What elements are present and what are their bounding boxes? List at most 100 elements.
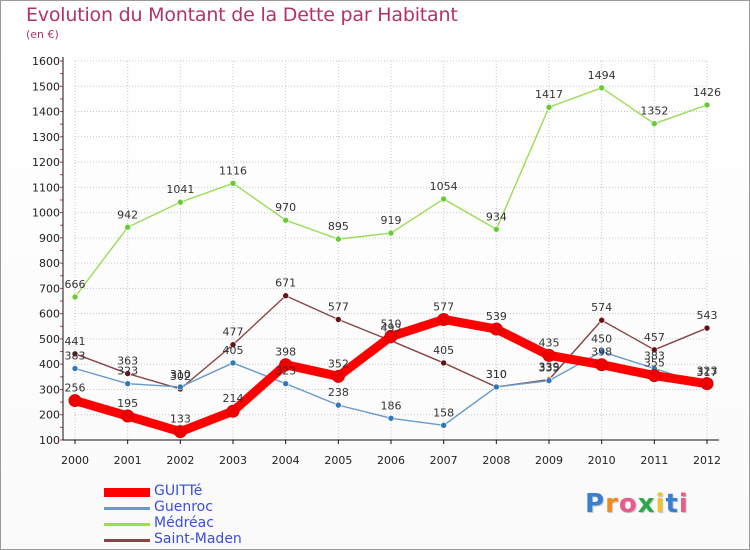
x-tick-label: 2006 bbox=[377, 454, 405, 467]
data-point-guenroc bbox=[545, 377, 553, 384]
data-point-guitt- bbox=[384, 329, 398, 343]
data-label-guitt-: 539 bbox=[486, 310, 507, 323]
data-label-m-dr-ac: 895 bbox=[328, 220, 349, 233]
data-label-m-dr-ac: 970 bbox=[275, 201, 296, 214]
data-point-guenroc bbox=[598, 348, 605, 355]
data-label-m-dr-ac: 942 bbox=[117, 208, 138, 221]
data-point-guenroc bbox=[440, 422, 447, 429]
data-point-guitt- bbox=[595, 358, 609, 372]
legend-swatch-medreac bbox=[104, 523, 150, 526]
y-tick-label: 1100 bbox=[32, 181, 60, 194]
data-point-guitt- bbox=[437, 312, 451, 326]
proxiti-logo: Proxiti bbox=[585, 489, 689, 519]
data-label-guenroc: 158 bbox=[433, 406, 454, 419]
data-label-saint-maden: 405 bbox=[433, 344, 454, 357]
data-point-guitt- bbox=[173, 425, 187, 439]
x-tick-label: 2012 bbox=[693, 454, 721, 467]
data-point-m-dr-ac bbox=[282, 216, 289, 224]
data-label-guitt-: 398 bbox=[275, 346, 296, 359]
data-point-guenroc bbox=[335, 401, 342, 409]
y-tick-label: 200 bbox=[39, 409, 60, 422]
data-label-saint-maden: 363 bbox=[117, 355, 138, 368]
x-tick-label: 2001 bbox=[114, 454, 142, 467]
y-tick-label: 100 bbox=[39, 434, 60, 447]
data-point-guenroc bbox=[124, 380, 131, 387]
data-point-m-dr-ac bbox=[440, 195, 447, 203]
chart-subtitle: (en €) bbox=[26, 28, 59, 41]
data-label-m-dr-ac: 1054 bbox=[430, 180, 458, 193]
data-point-saint-maden bbox=[703, 324, 711, 332]
data-point-saint-maden bbox=[282, 292, 289, 300]
logo-letter: i bbox=[655, 489, 666, 519]
data-label-guitt-: 214 bbox=[223, 392, 244, 405]
data-point-m-dr-ac bbox=[703, 101, 711, 109]
y-tick-label: 600 bbox=[39, 308, 60, 321]
x-tick-label: 2000 bbox=[61, 454, 89, 467]
data-point-m-dr-ac bbox=[598, 84, 605, 92]
data-point-guenroc bbox=[387, 414, 395, 422]
data-label-m-dr-ac: 1116 bbox=[219, 164, 247, 177]
data-label-guitt-: 355 bbox=[644, 357, 665, 370]
data-label-m-dr-ac: 934 bbox=[486, 210, 507, 223]
x-tick-label: 2003 bbox=[219, 454, 247, 467]
legend-swatch-guitte bbox=[104, 488, 150, 497]
x-tick-label: 2009 bbox=[535, 454, 563, 467]
data-point-saint-maden bbox=[598, 316, 605, 324]
x-tick-label: 2002 bbox=[166, 454, 194, 467]
data-point-m-dr-ac bbox=[387, 229, 395, 237]
data-label-saint-maden: 477 bbox=[223, 326, 244, 339]
data-label-m-dr-ac: 666 bbox=[65, 278, 86, 291]
data-point-m-dr-ac bbox=[71, 293, 79, 301]
legend-swatch-saint-maden bbox=[104, 539, 150, 542]
data-point-saint-maden bbox=[124, 370, 131, 377]
data-label-guitt-: 352 bbox=[328, 357, 349, 370]
data-label-guenroc: 310 bbox=[486, 368, 507, 381]
logo-letter: i bbox=[678, 489, 689, 519]
data-label-guenroc: 383 bbox=[65, 349, 86, 362]
data-label-guenroc: 383 bbox=[644, 349, 665, 362]
x-tick-label: 2004 bbox=[272, 454, 300, 467]
legend-label-saint-maden: Saint-Maden bbox=[154, 531, 242, 547]
data-label-guitt-: 398 bbox=[591, 346, 612, 359]
data-point-saint-maden bbox=[335, 316, 342, 323]
y-tick-label: 300 bbox=[39, 383, 60, 396]
data-point-guitt- bbox=[647, 369, 661, 383]
data-label-saint-maden: 302 bbox=[170, 370, 191, 383]
y-tick-label: 1500 bbox=[32, 80, 60, 93]
legend-swatch-guenroc bbox=[104, 507, 150, 510]
data-point-guitt- bbox=[226, 404, 240, 418]
data-label-saint-maden: 577 bbox=[328, 300, 349, 313]
data-label-saint-maden: 671 bbox=[275, 277, 296, 290]
data-point-guitt- bbox=[542, 348, 556, 362]
data-point-guenroc bbox=[229, 359, 237, 367]
data-label-guenroc: 450 bbox=[591, 333, 612, 346]
x-tick-label: 2007 bbox=[430, 454, 458, 467]
data-label-m-dr-ac: 919 bbox=[381, 214, 402, 227]
data-label-guitt-: 510 bbox=[381, 317, 402, 330]
data-label-guitt-: 323 bbox=[697, 365, 718, 378]
x-tick-label: 2010 bbox=[588, 454, 616, 467]
y-tick-label: 700 bbox=[39, 282, 60, 295]
data-label-saint-maden: 441 bbox=[65, 335, 86, 348]
y-tick-label: 1600 bbox=[32, 55, 60, 68]
legend-label-guitte: GUITTé bbox=[154, 483, 203, 499]
legend-label-guenroc: Guenroc bbox=[154, 499, 213, 515]
data-point-guenroc bbox=[282, 380, 289, 387]
data-label-guenroc: 405 bbox=[223, 344, 244, 357]
data-label-saint-maden: 574 bbox=[591, 301, 612, 314]
data-label-m-dr-ac: 1494 bbox=[588, 69, 616, 82]
y-tick-label: 1400 bbox=[32, 106, 60, 119]
data-point-guenroc bbox=[71, 365, 79, 372]
y-tick-label: 400 bbox=[39, 358, 60, 371]
data-label-m-dr-ac: 1352 bbox=[640, 105, 668, 118]
data-label-guenroc: 238 bbox=[328, 386, 349, 399]
data-label-saint-maden: 339 bbox=[539, 361, 560, 374]
data-point-saint-maden bbox=[440, 359, 447, 367]
chart-title: Evolution du Montant de la Dette par Hab… bbox=[26, 4, 458, 26]
data-label-guenroc: 317 bbox=[697, 366, 718, 379]
data-label-guenroc: 323 bbox=[275, 365, 296, 378]
y-tick-label: 800 bbox=[39, 257, 60, 270]
logo-letter: r bbox=[605, 489, 619, 519]
